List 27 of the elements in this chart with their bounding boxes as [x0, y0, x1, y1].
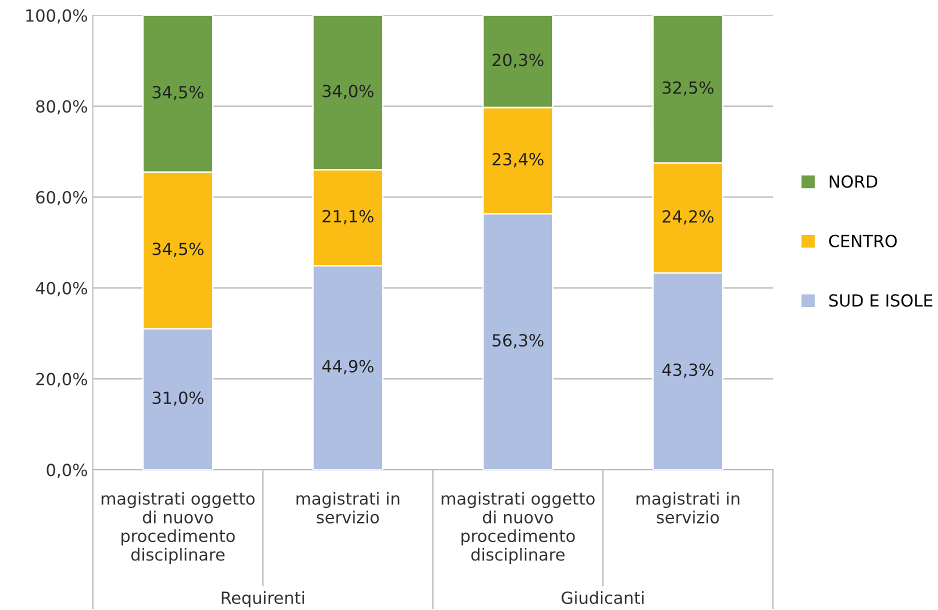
x-tick-label: magistrati in servizio: [636, 492, 740, 524]
data-label: 23,4%: [492, 152, 544, 168]
x-tick-label: magistrati oggetto di nuovo procedimento disciplinare: [442, 492, 595, 564]
y-tick-label: 0,0%: [46, 464, 88, 478]
data-label: 56,3%: [492, 334, 544, 348]
legend-label: CENTRO: [829, 234, 897, 248]
legend-label: NORD: [830, 175, 878, 188]
data-label: 34,0%: [322, 84, 374, 100]
y-tick-label: 40,0%: [36, 282, 88, 296]
data-label: 32,5%: [662, 81, 714, 96]
y-tick-label: 20,0%: [36, 372, 88, 388]
text: Giudicanti: [562, 591, 644, 604]
data-label: 31,0%: [152, 391, 204, 406]
data-label: 34,5%: [152, 86, 204, 100]
x-tick-label: magistrati oggetto di nuovo procedimento disciplinare: [102, 492, 255, 564]
y-tick-label: 80,0%: [36, 100, 88, 114]
data-label: 21,1%: [322, 210, 374, 224]
legend-label: SUD E ISOLE: [829, 294, 932, 307]
text: Requirenti: [222, 591, 304, 608]
y-tick-label: 100,0%: [26, 9, 88, 24]
data-label: 43,3%: [662, 364, 714, 378]
data-label: 20,3%: [492, 54, 544, 68]
data-label: 44,9%: [322, 360, 374, 374]
x-tick-label: magistrati in servizio: [296, 492, 400, 524]
y-tick-label: 60,0%: [36, 190, 88, 206]
data-label: 24,2%: [662, 210, 714, 224]
data-label: 34,5%: [152, 242, 204, 257]
